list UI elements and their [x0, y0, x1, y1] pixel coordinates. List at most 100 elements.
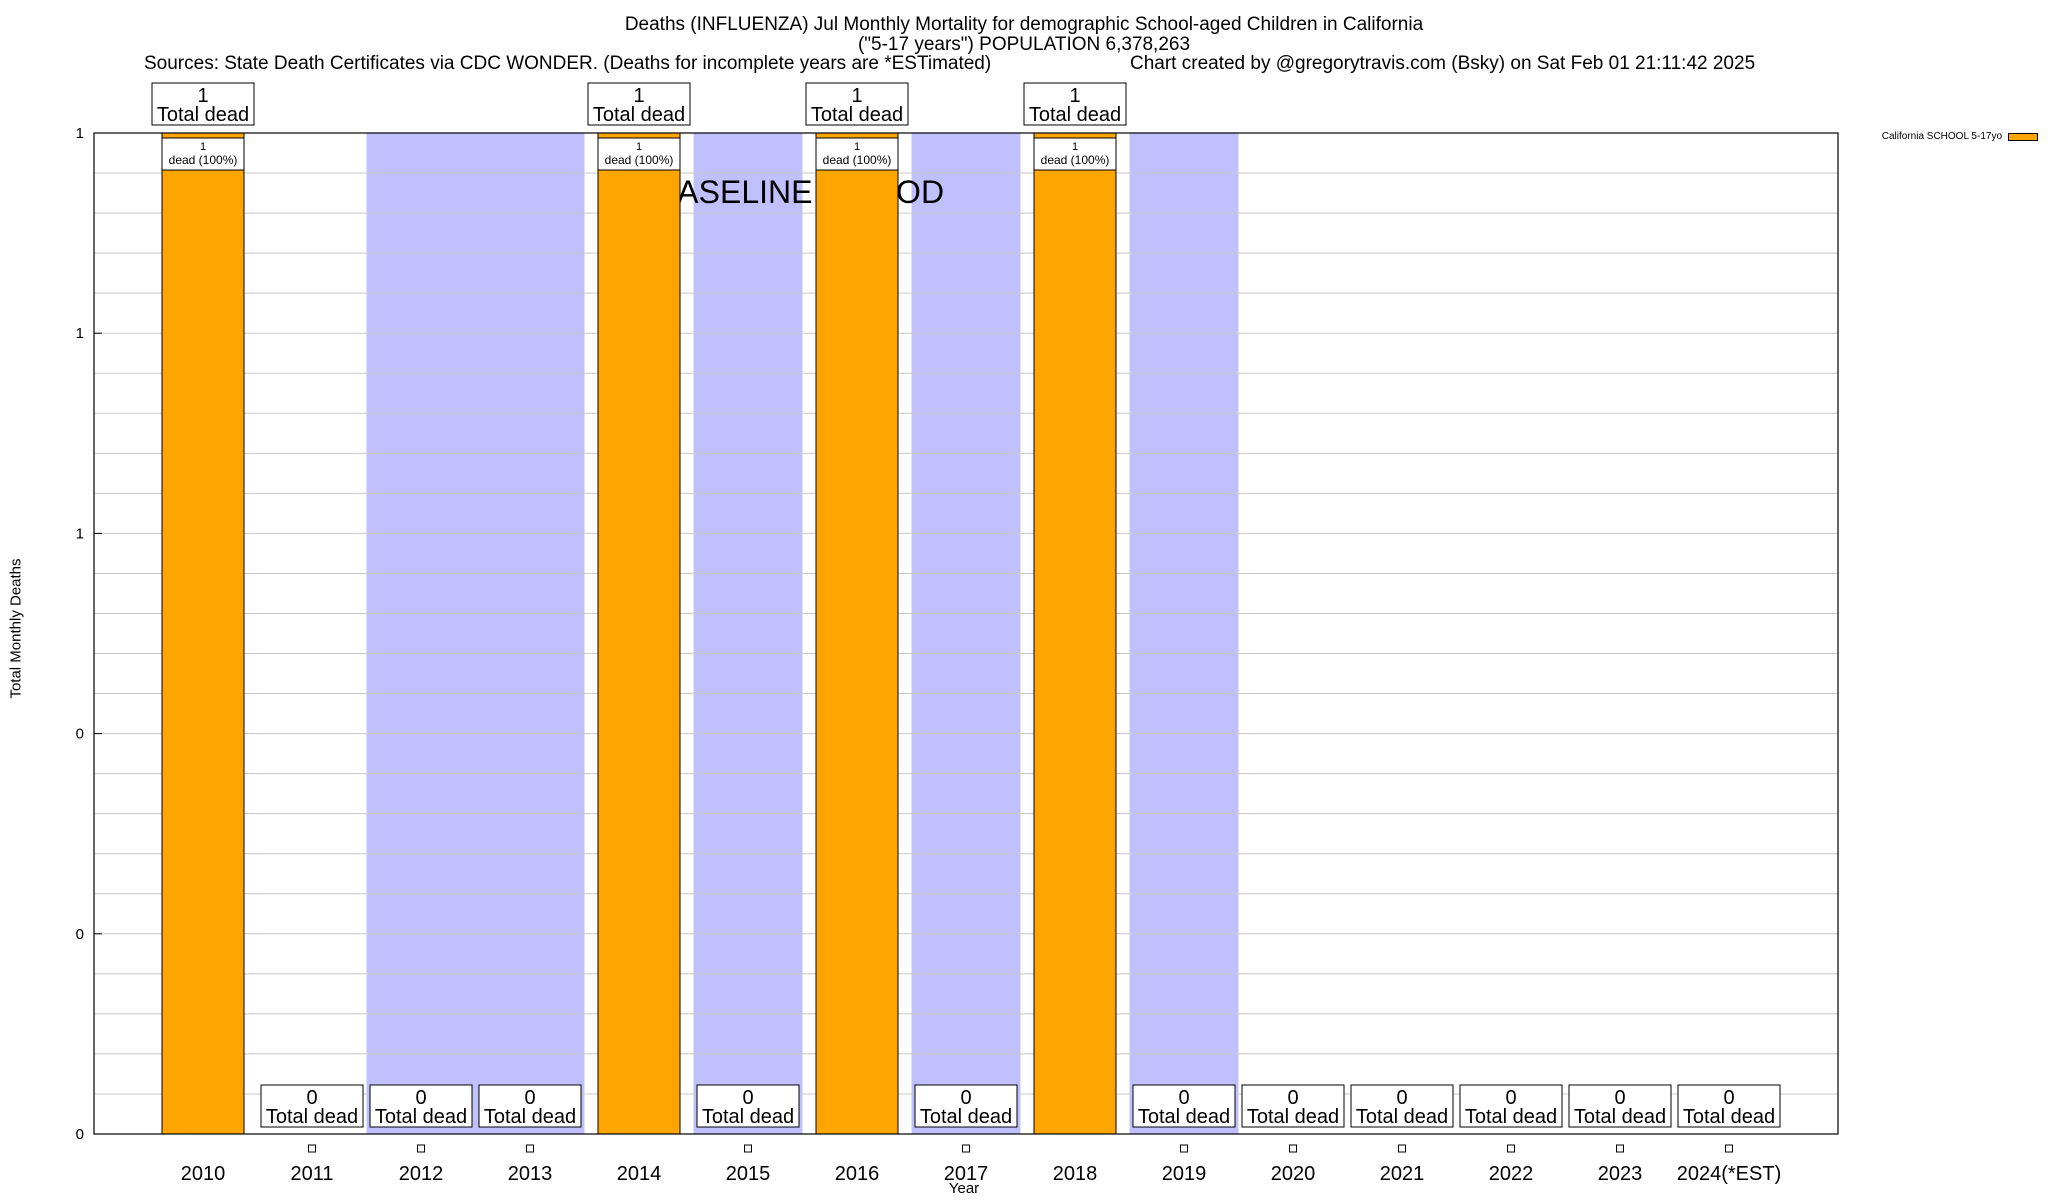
total-label-box [1459, 1084, 1563, 1128]
bar-label-box [597, 137, 681, 171]
legend-swatch [2008, 132, 2038, 141]
plot-frame [93, 132, 1839, 1135]
zero-marker [417, 1144, 425, 1153]
total-label-box [478, 1084, 582, 1128]
bar-label-count: 1 [200, 141, 206, 153]
bar-2014 [597, 132, 681, 1135]
y-tick-label-2: 0 [76, 726, 84, 743]
total-label-box [1241, 1084, 1345, 1128]
total-label-text: Total dead [1465, 1106, 1557, 1128]
zero-marker [1289, 1144, 1297, 1153]
bar-label-count: 1 [854, 141, 860, 153]
y-tick-label-4: 1 [76, 325, 84, 342]
baseline-period-label: BASELINE PERIOD [656, 174, 944, 210]
x-tick-label-2020: 2020 [1271, 1163, 1316, 1185]
zero-marker [1398, 1144, 1406, 1153]
y-axis-label: Total Monthly Deaths [7, 558, 25, 699]
zero-marker [1725, 1144, 1733, 1153]
bar-label-box [815, 137, 899, 171]
total-label-text: Total dead [702, 1106, 794, 1128]
bar-label-text: dead (100%) [823, 153, 892, 167]
bar-label-box [161, 137, 245, 171]
bar-2010 [161, 132, 245, 1135]
total-label-text: Total dead [1574, 1106, 1666, 1128]
x-tick-label-2014: 2014 [617, 1163, 662, 1185]
x-axis-label: Year [948, 1180, 980, 1197]
x-tick-label-2018: 2018 [1053, 1163, 1098, 1185]
total-label-count: 0 [415, 1087, 426, 1109]
total-label-count: 0 [1723, 1087, 1734, 1109]
total-label-box [151, 82, 255, 126]
x-tick-label-2012: 2012 [399, 1163, 444, 1185]
bar-label-text: dead (100%) [169, 153, 238, 167]
zero-marker [1616, 1144, 1624, 1153]
total-label-text: Total dead [1138, 1106, 1230, 1128]
x-tick-label-2024(*EST): 2024(*EST) [1677, 1163, 1782, 1185]
x-tick-label-2011: 2011 [290, 1163, 333, 1185]
total-label-count: 1 [1069, 85, 1080, 107]
baseline-shade-1 [693, 133, 803, 1134]
zero-marker [1180, 1144, 1188, 1153]
total-label-count: 0 [306, 1087, 317, 1109]
total-label-text: Total dead [484, 1106, 576, 1128]
total-label-text: Total dead [157, 104, 249, 126]
baseline-shade-0 [366, 133, 585, 1134]
total-label-text: Total dead [593, 104, 685, 126]
bar-2018 [1033, 132, 1117, 1135]
bar-label-text: dead (100%) [1041, 153, 1110, 167]
baseline-shade-3 [1129, 133, 1239, 1134]
total-label-box [805, 82, 909, 126]
x-tick-label-2010: 2010 [181, 1163, 226, 1185]
total-label-text: Total dead [920, 1106, 1012, 1128]
chart-subtitle: ("5-17 years") POPULATION 6,378,263 [857, 34, 1191, 55]
y-tick-label-1: 0 [76, 926, 84, 943]
x-tick-label-2013: 2013 [508, 1163, 553, 1185]
total-label-box [587, 82, 691, 126]
x-tick-label-2019: 2019 [1162, 1163, 1207, 1185]
total-label-count: 1 [197, 85, 208, 107]
zero-marker [1507, 1144, 1515, 1153]
bar-label-count: 1 [636, 141, 642, 153]
chart-title: Deaths (INFLUENZA) Jul Monthly Mortality… [624, 14, 1424, 35]
total-label-count: 0 [742, 1087, 753, 1109]
baseline-shade-2 [911, 133, 1021, 1134]
x-tick-label-2015: 2015 [726, 1163, 771, 1185]
total-label-count: 1 [851, 85, 862, 107]
total-label-box [696, 1084, 800, 1128]
total-label-text: Total dead [1356, 1106, 1448, 1128]
zero-marker [744, 1144, 752, 1153]
total-label-count: 0 [1287, 1087, 1298, 1109]
total-label-box [1023, 82, 1127, 126]
x-tick-label-2017: 2017 [944, 1163, 989, 1185]
total-label-box [369, 1084, 473, 1128]
total-label-box [1132, 1084, 1236, 1128]
y-tick-label-3: 1 [76, 525, 84, 542]
total-label-text: Total dead [266, 1106, 358, 1128]
bar-2016 [815, 132, 899, 1135]
x-tick-label-2022: 2022 [1489, 1163, 1534, 1185]
total-label-count: 0 [1505, 1087, 1516, 1109]
bar-label-box [1033, 137, 1117, 171]
y-tick-label-0: 0 [76, 1126, 84, 1143]
total-label-box [260, 1084, 364, 1128]
total-label-text: Total dead [1029, 104, 1121, 126]
total-label-box [1677, 1084, 1781, 1128]
chart-source: Sources: State Death Certificates via CD… [144, 53, 992, 74]
